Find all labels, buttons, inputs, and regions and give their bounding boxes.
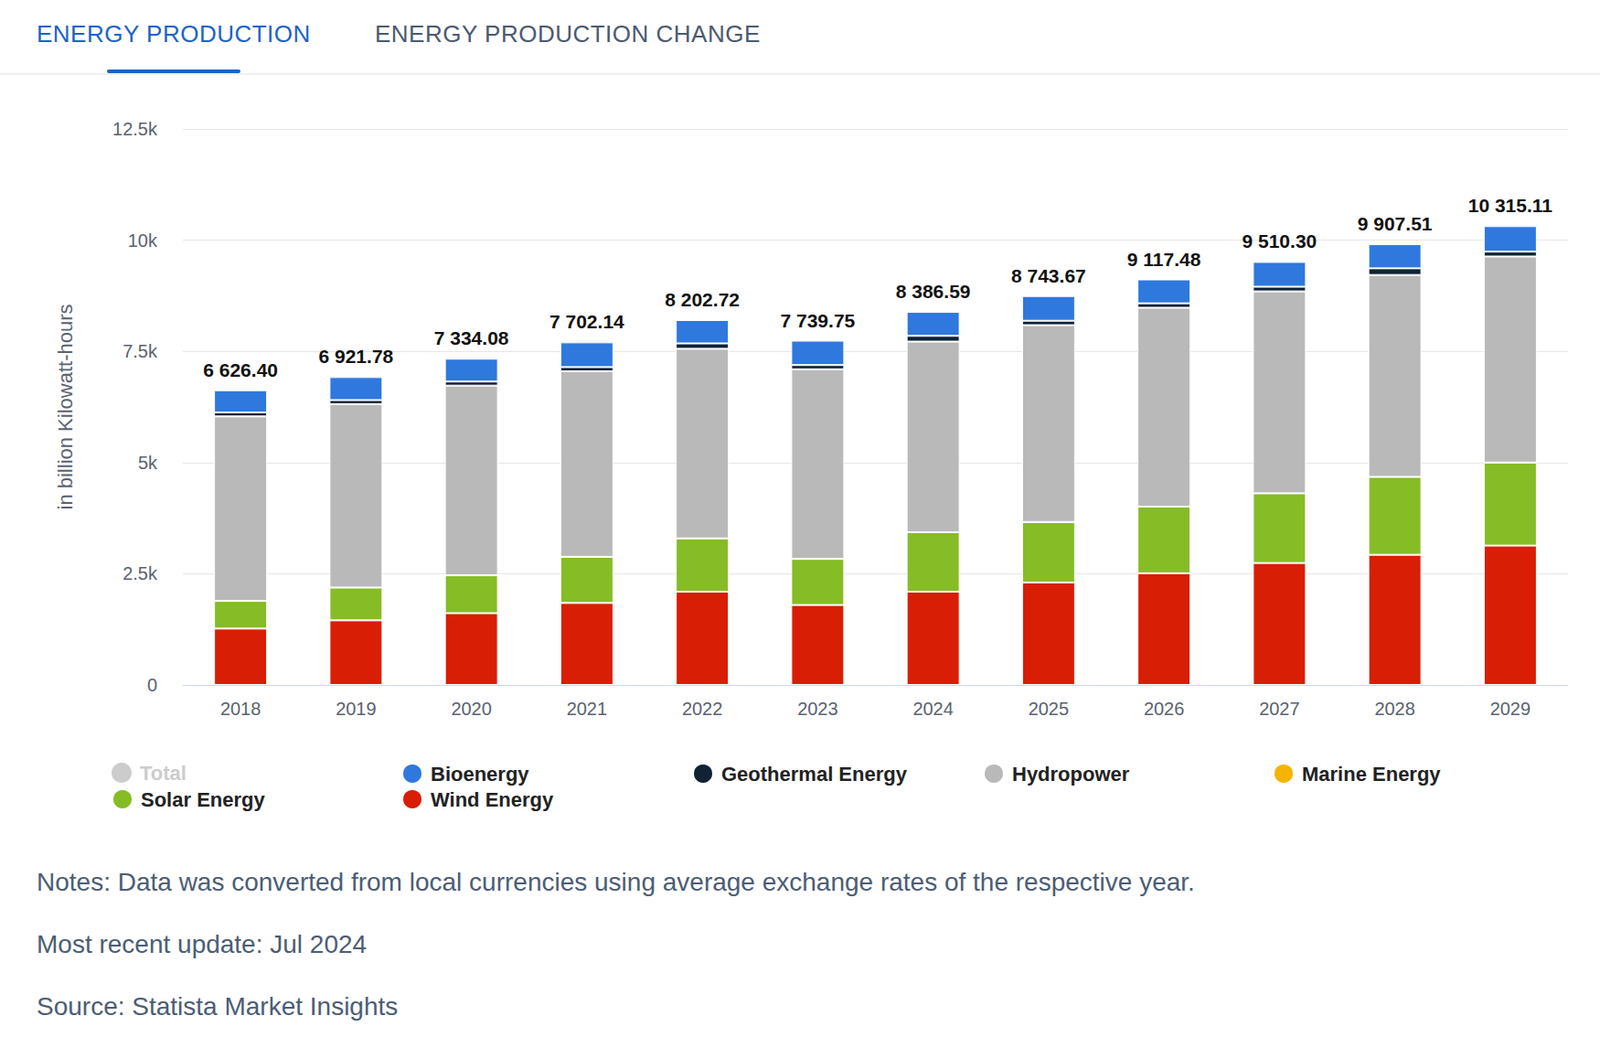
html-text:ENERGY PRODUCTION CHANGE: ENERGY PRODUCTION CHANGE [374,20,761,48]
svg-text:2027: 2027 [1258,698,1301,719]
svg-text:2025: 2025 [1028,698,1070,719]
svg-text:6 921.78: 6 921.78 [319,345,395,367]
svg-text:7.5k: 7.5k [122,341,159,362]
svg-text:10k: 10k [128,230,159,251]
svg-text:9 907.51: 9 907.51 [1357,213,1433,235]
html-text:Source: Statista Market Insigh: Source: Statista Market Insights [36,992,398,1021]
svg-text:9 510.30: 9 510.30 [1242,230,1318,252]
svg-text:2024: 2024 [912,698,954,719]
svg-text:8 743.67: 8 743.67 [1011,265,1087,287]
svg-text:2022: 2022 [682,698,724,719]
html-text:Notes: Data was converted from: Notes: Data was converted from local cur… [36,867,1195,896]
svg-text:Total: Total [139,761,187,785]
svg-text:8 386.59: 8 386.59 [896,280,971,302]
svg-text:10 315.11: 10 315.11 [1468,194,1554,216]
svg-text:6 626.40: 6 626.40 [202,359,278,381]
svg-text:2021: 2021 [566,698,608,719]
svg-text:8 202.72: 8 202.72 [664,288,740,310]
svg-text:2019: 2019 [335,698,377,719]
svg-text:Bioenergy: Bioenergy [430,762,530,786]
svg-text:2020: 2020 [450,698,492,719]
svg-text:Solar Energy: Solar Energy [140,788,266,811]
svg-text:2.5k: 2.5k [122,563,159,584]
svg-text:Hydropower: Hydropower [1012,762,1131,786]
svg-text:5k: 5k [138,452,159,473]
svg-text:2018: 2018 [220,698,262,719]
svg-text:2028: 2028 [1374,698,1416,719]
svg-text:12.5k: 12.5k [112,118,159,139]
svg-text:2029: 2029 [1490,698,1532,719]
svg-text:2026: 2026 [1143,698,1185,719]
svg-text:7 334.08: 7 334.08 [434,327,510,349]
svg-text:0: 0 [147,674,158,695]
svg-text:Wind Energy: Wind Energy [430,788,555,811]
html-text:Most recent update: Jul 2024: Most recent update: Jul 2024 [36,929,367,959]
svg-text:9 117.48: 9 117.48 [1127,248,1202,270]
svg-text:Marine Energy: Marine Energy [1301,762,1441,786]
svg-text:7 739.75: 7 739.75 [780,309,856,331]
svg-text:in billion Kilowatt-hours: in billion Kilowatt-hours [53,304,77,511]
html-text:ENERGY PRODUCTION: ENERGY PRODUCTION [36,20,311,48]
svg-text:7 702.14: 7 702.14 [549,310,625,332]
svg-text:2023: 2023 [797,698,839,719]
svg-text:Geothermal Energy: Geothermal Energy [721,762,908,786]
